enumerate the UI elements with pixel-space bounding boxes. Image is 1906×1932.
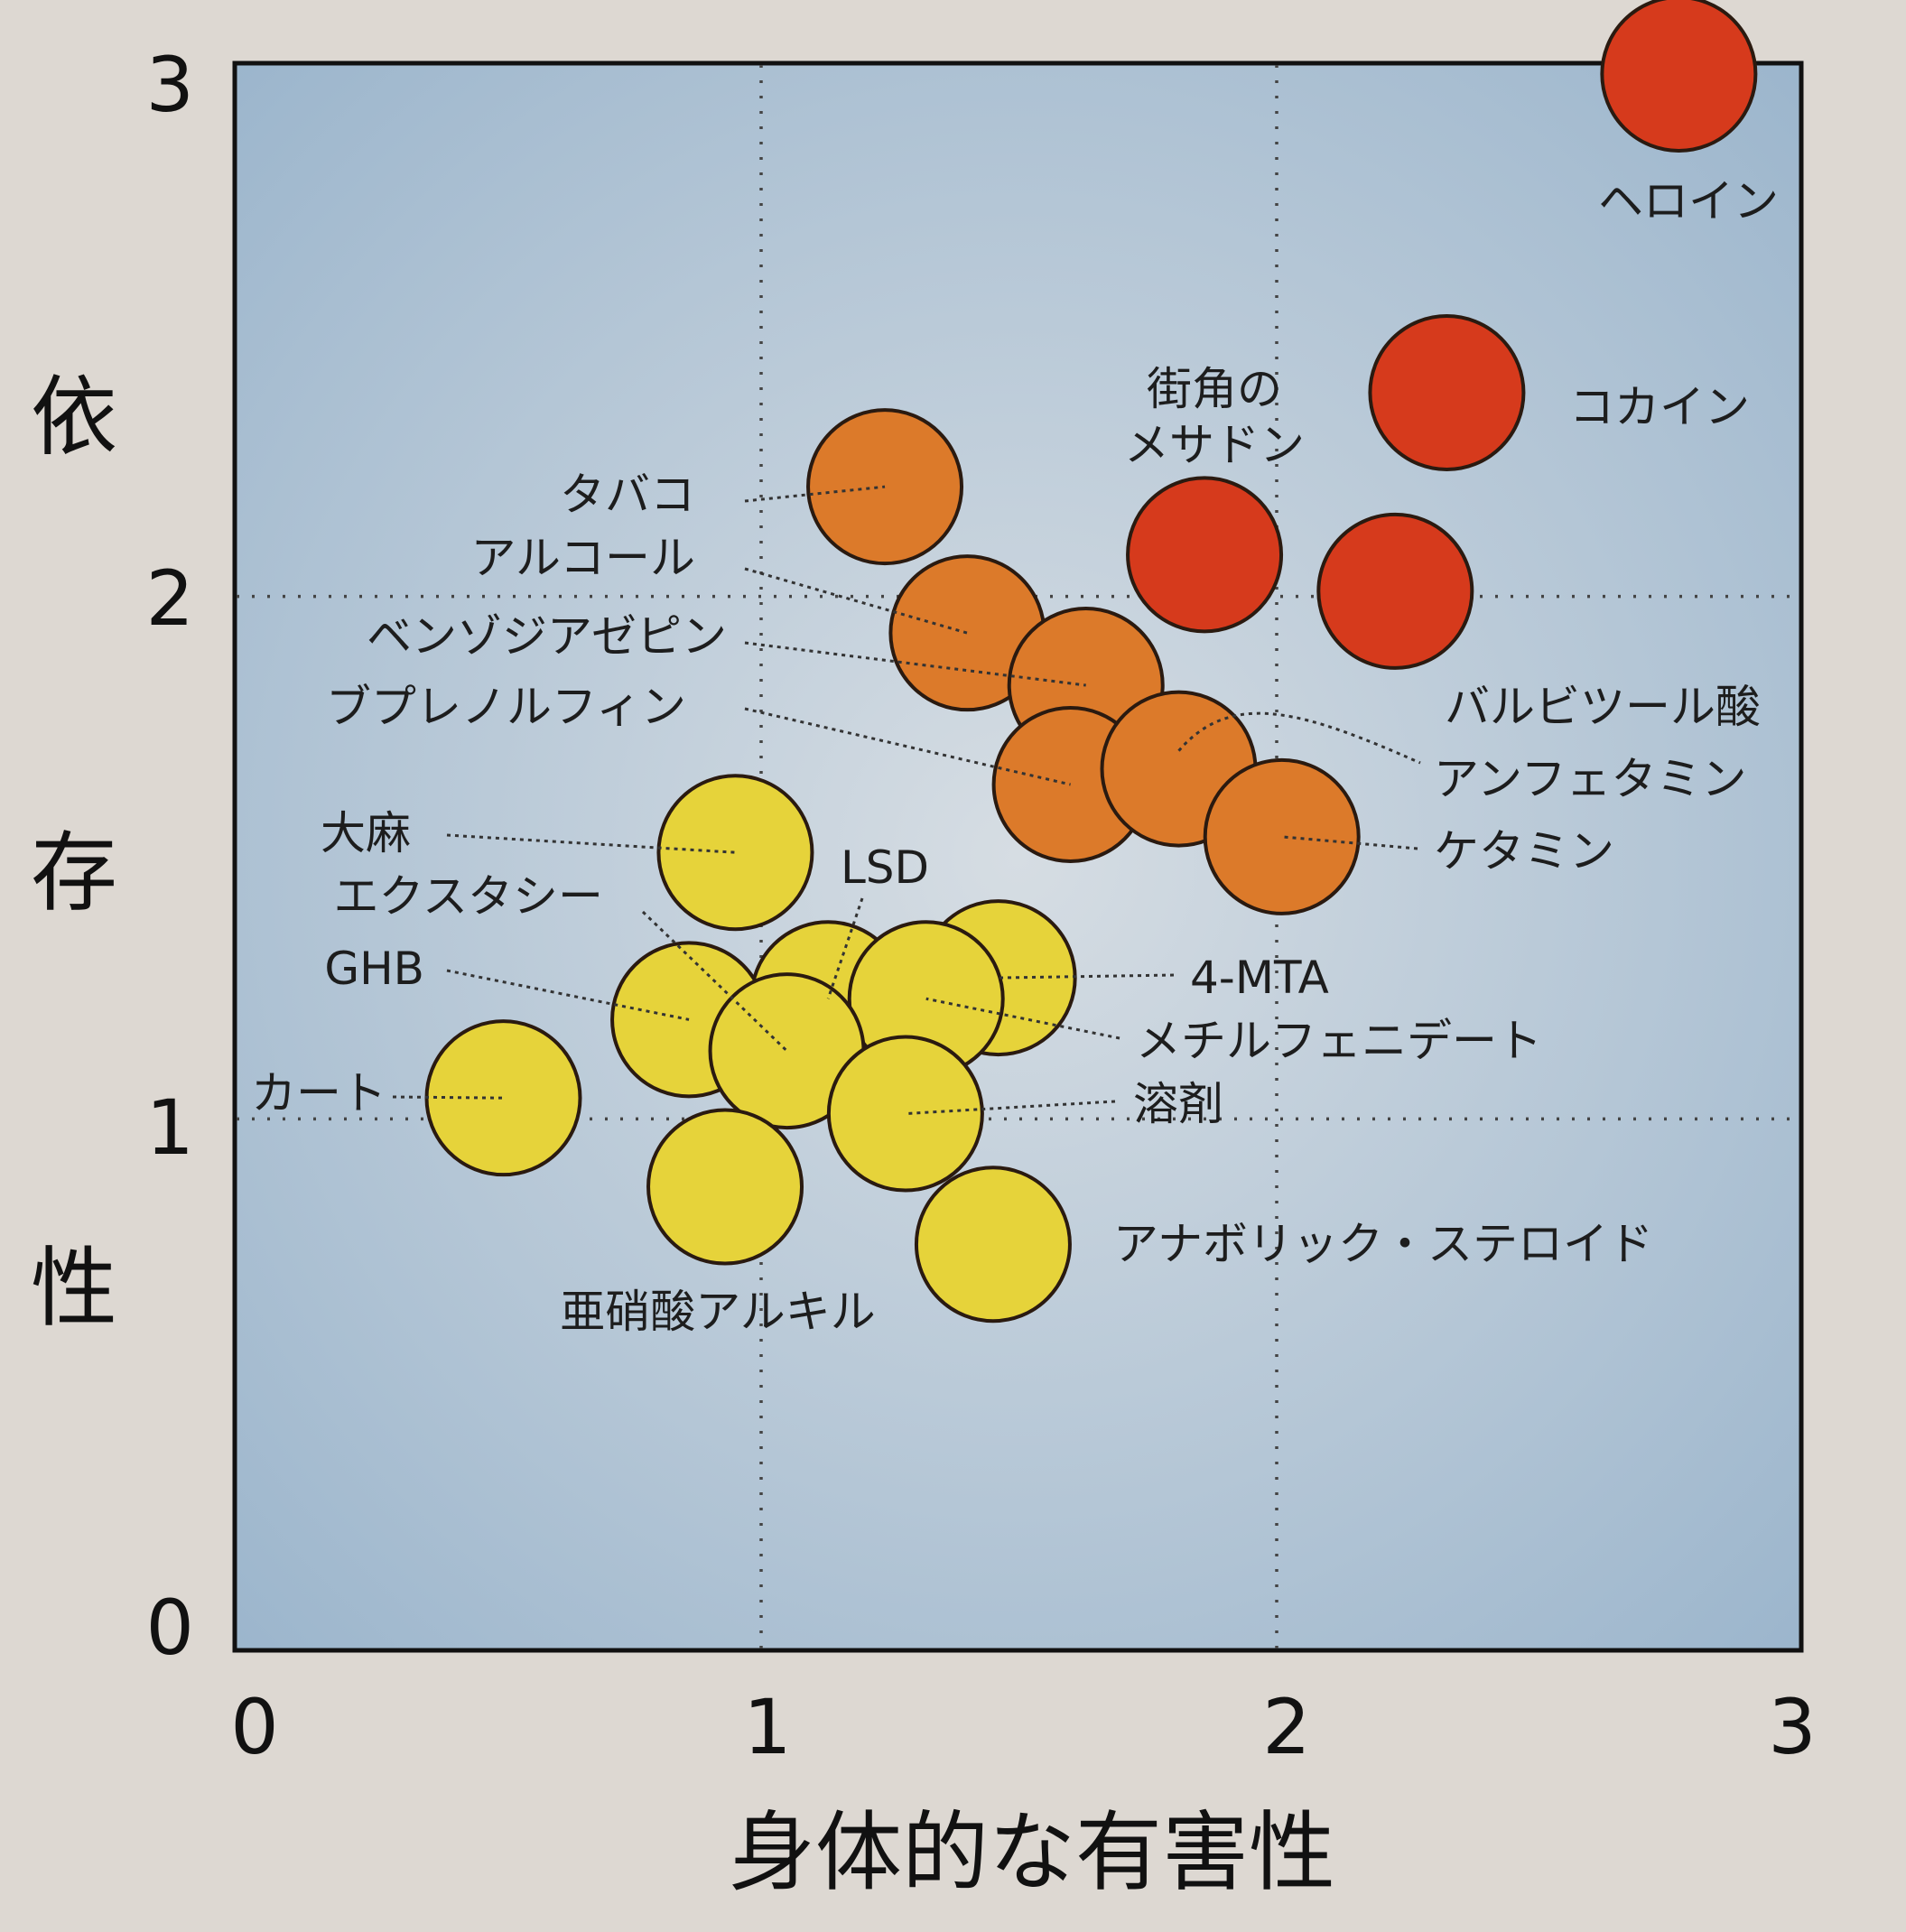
x-tick-label-3: 3: [1768, 1683, 1816, 1771]
leader-line-5: [744, 567, 968, 635]
point-label-12: 4-MTA: [1190, 952, 1329, 1004]
y-tick-label-3: 3: [146, 41, 194, 129]
x-tick-label-0: 0: [230, 1683, 278, 1771]
point-label-8: アンフェタミン: [1434, 753, 1747, 805]
bubble-17: [826, 1035, 984, 1193]
point-label-9: ケタミン: [1434, 825, 1614, 878]
leader-line-13: [925, 997, 1120, 1040]
leader-line-14: [446, 969, 690, 1021]
bubble-18: [646, 1108, 804, 1266]
leader-line-11: [826, 897, 864, 999]
point-label-17: 溶剤: [1133, 1078, 1223, 1130]
point-label-4: タバコ: [560, 469, 695, 521]
leader-line-15: [641, 910, 788, 1053]
point-label-3: バルビツール酸: [1445, 681, 1761, 733]
point-label-18: 亜硝酸アルキル: [560, 1286, 876, 1338]
leader-lines: [392, 485, 1421, 1116]
y-axis-title: 依存性: [31, 367, 117, 1339]
bubble-4: [806, 408, 964, 566]
bubble-9: [1203, 757, 1361, 915]
x-axis: 0 1 2 3 身体的な有害性: [230, 1683, 1816, 1903]
point-label-5: アルコール: [471, 532, 696, 584]
y-tick-label-1: 1: [146, 1083, 194, 1172]
bubble-10: [656, 774, 814, 932]
bubble-2: [1126, 476, 1284, 634]
point-label-11: LSD: [841, 841, 929, 894]
point-label-15: エクスタシー: [334, 870, 604, 923]
point-label-7: ブプレノルフィン: [326, 681, 686, 733]
point-label-13: メチルフェニデート: [1136, 1015, 1542, 1067]
bubble-1: [1368, 313, 1526, 471]
bubble-0: [1600, 0, 1758, 153]
leader-line-7: [744, 707, 1071, 786]
leader-line-17: [905, 1100, 1116, 1116]
point-label-14: GHB: [324, 943, 424, 995]
point-label-6: ベンゾジアゼピン: [367, 610, 727, 663]
bubble-3: [1316, 512, 1474, 670]
point-label-2: 街角のメサドン: [1124, 363, 1305, 471]
bubbles: [424, 0, 1758, 1324]
leader-line-6: [744, 641, 1086, 687]
y-axis: 3 2 1 0 依存性: [31, 41, 194, 1672]
point-label-10: 大麻: [321, 807, 411, 859]
leader-line-4: [744, 485, 886, 503]
point-label-0: ヘロイン: [1598, 175, 1779, 228]
point-label-19: アナボリック・ステロイド: [1113, 1218, 1653, 1270]
point-label-16: カート: [251, 1067, 386, 1119]
leader-line-16: [392, 1095, 504, 1100]
y-tick-label-2: 2: [146, 554, 194, 643]
x-tick-label-2: 2: [1262, 1683, 1310, 1771]
x-axis-title: 身体的な有害性: [729, 1802, 1335, 1903]
leader-line-9: [1281, 835, 1418, 850]
plot-area: [232, 60, 1804, 1653]
point-label-1: コカイン: [1569, 381, 1750, 433]
x-tick-label-1: 1: [743, 1683, 791, 1771]
bubble-19: [914, 1166, 1072, 1324]
y-tick-label-0: 0: [146, 1584, 194, 1672]
